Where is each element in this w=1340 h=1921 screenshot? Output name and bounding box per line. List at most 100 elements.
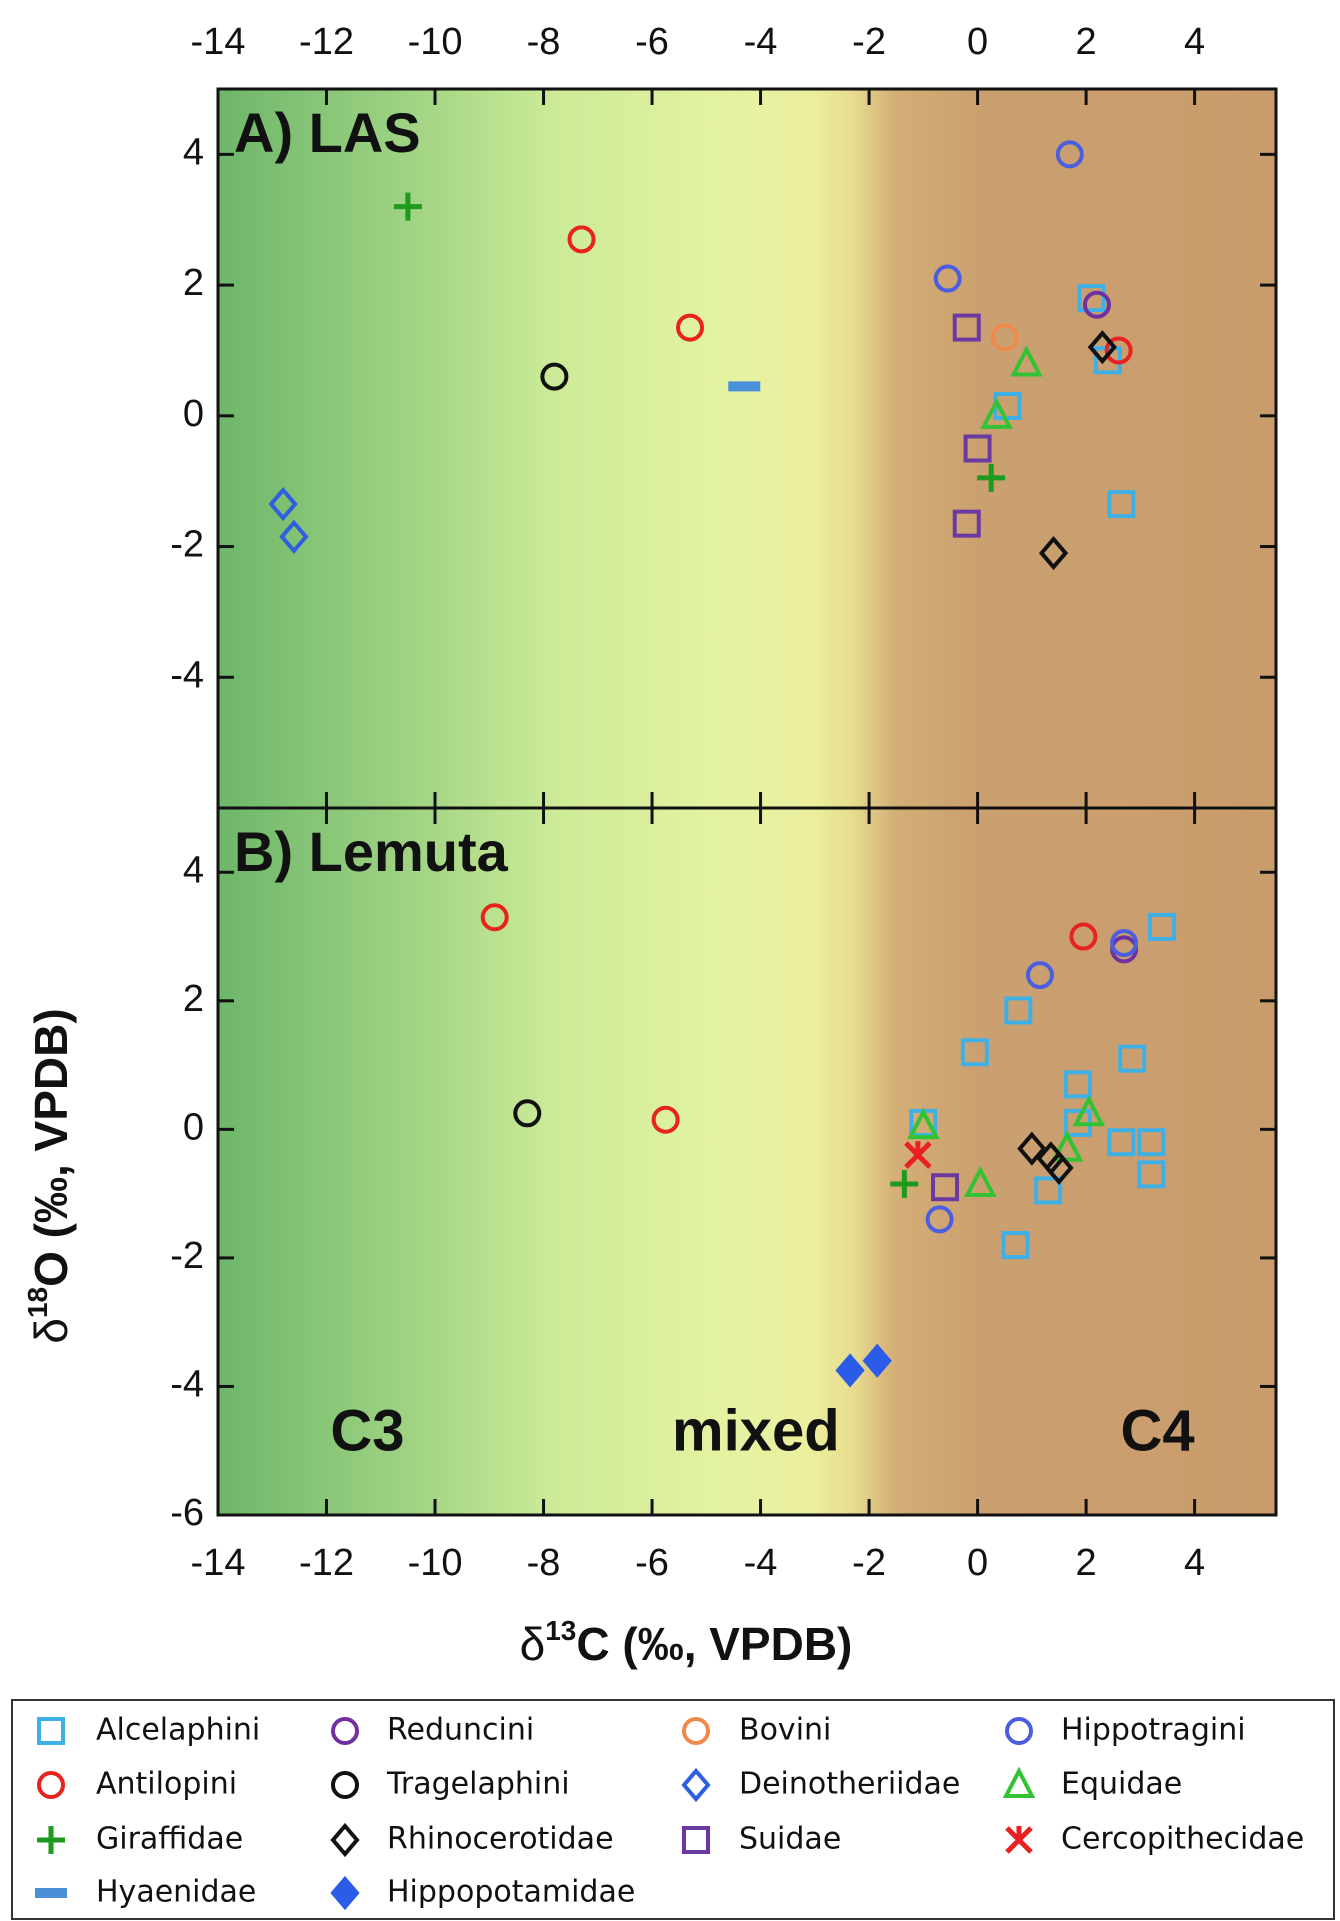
marker (1055, 140, 1084, 169)
x-label-sup: 13 (545, 1615, 576, 1646)
marker (925, 1205, 954, 1234)
legend-marker (331, 1717, 359, 1745)
legend-marker (1005, 1717, 1033, 1745)
region-label: mixed (672, 1398, 840, 1463)
marker (1082, 290, 1111, 319)
panel-background (218, 808, 1276, 1515)
series (728, 381, 761, 392)
y-tick-label: -2 (170, 524, 204, 566)
marker (268, 486, 298, 522)
y-tick-label: 2 (183, 978, 204, 1020)
series (980, 345, 1043, 429)
legend-marker (37, 1826, 65, 1854)
y-tick-label: -4 (170, 1363, 204, 1405)
marker (480, 903, 509, 932)
y-tick-label: 4 (183, 131, 204, 173)
legend-marker (330, 1875, 360, 1911)
series (540, 362, 569, 391)
legend-marker (331, 1771, 359, 1799)
marker (1069, 922, 1098, 951)
marker (990, 323, 1019, 352)
legend-marker (682, 1717, 710, 1745)
x-tick-label: 0 (967, 1542, 988, 1584)
y-tick-label: 0 (183, 1106, 204, 1148)
marker (960, 1038, 989, 1067)
marker (651, 1105, 680, 1134)
x-tick-label: -14 (191, 1542, 246, 1584)
marker (1025, 961, 1054, 990)
marker (1044, 1150, 1074, 1186)
legend-label: Cercopithecidae (1061, 1822, 1304, 1857)
marker (1077, 284, 1106, 313)
marker (862, 1343, 892, 1378)
marker (977, 463, 1006, 492)
y-tick-label: 2 (183, 262, 204, 304)
series (1017, 1131, 1074, 1186)
x-tick-label: -8 (527, 1542, 561, 1584)
marker (963, 434, 992, 463)
legend-marker (1005, 1826, 1033, 1854)
legend-label: Suidae (739, 1822, 841, 1857)
marker (1072, 1094, 1106, 1127)
legend-label: Rhinocerotidae (387, 1822, 614, 1857)
panel-title: B) Lemuta (234, 820, 509, 883)
y-tick-label: -4 (170, 654, 204, 696)
x-tick-label: -12 (299, 21, 354, 63)
x-tick-label: -4 (744, 21, 778, 63)
marker (904, 1141, 932, 1169)
x-tick-label: -10 (408, 1542, 463, 1584)
marker (513, 1099, 542, 1128)
series (1082, 290, 1111, 319)
marker (1034, 1176, 1063, 1205)
marker (1004, 996, 1033, 1025)
legend-label: Hyaenidae (96, 1875, 256, 1910)
legend-label: Reduncini (387, 1713, 534, 1748)
x-tick-label: 0 (967, 21, 988, 63)
marker (1107, 1128, 1136, 1157)
legend-label: Tragelaphini (386, 1767, 570, 1802)
marker (835, 1353, 865, 1388)
series (990, 323, 1019, 352)
marker (931, 1173, 960, 1202)
legend-label: Antilopini (96, 1767, 237, 1802)
legend-marker (37, 1717, 65, 1745)
x-tick-label: 2 (1076, 1542, 1097, 1584)
marker (567, 225, 596, 254)
x-tick-label: -10 (408, 21, 463, 63)
marker (1110, 928, 1139, 957)
x-label: δ13C (‰, VPDB) (520, 1615, 853, 1670)
marker (279, 519, 309, 554)
y-tick-label: 4 (183, 849, 204, 891)
x-tick-label: -6 (635, 1542, 669, 1584)
x-tick-label: -4 (744, 1542, 778, 1584)
marker (540, 362, 569, 391)
x-tick-label: -8 (527, 21, 561, 63)
legend-label: Hippopotamidae (387, 1875, 635, 1910)
marker (1137, 1160, 1166, 1189)
marker (952, 313, 981, 342)
marker (393, 192, 422, 221)
y-tick-label: 0 (183, 393, 204, 435)
series (952, 313, 992, 538)
legend-box (11, 1699, 1335, 1920)
x-tick-label: -14 (191, 21, 246, 63)
series (480, 903, 1098, 1134)
y-tick-label: -2 (170, 1235, 204, 1277)
marker (1038, 536, 1069, 571)
series (890, 1170, 919, 1198)
legend-marker (681, 1767, 711, 1803)
x-tick-label: -12 (299, 1542, 354, 1584)
marker (1118, 1044, 1147, 1073)
marker (980, 397, 1013, 429)
y-tick-label: -6 (170, 1492, 204, 1534)
series (1038, 330, 1118, 571)
legend-label: Giraffidae (96, 1822, 243, 1857)
y-label: δ18O (‰, VPDB) (22, 1008, 77, 1343)
marker (933, 264, 962, 293)
x-tick-label: 2 (1076, 21, 1097, 63)
y-label-prefix: δ (25, 1318, 77, 1344)
legend-label: Deinotheriidae (739, 1767, 960, 1802)
series (925, 928, 1139, 1234)
panel: -14 -12 -10 -8 -6 -4 -2 0 2 4 -4 -2 0 2 4 A) LAS (170, 21, 1278, 810)
